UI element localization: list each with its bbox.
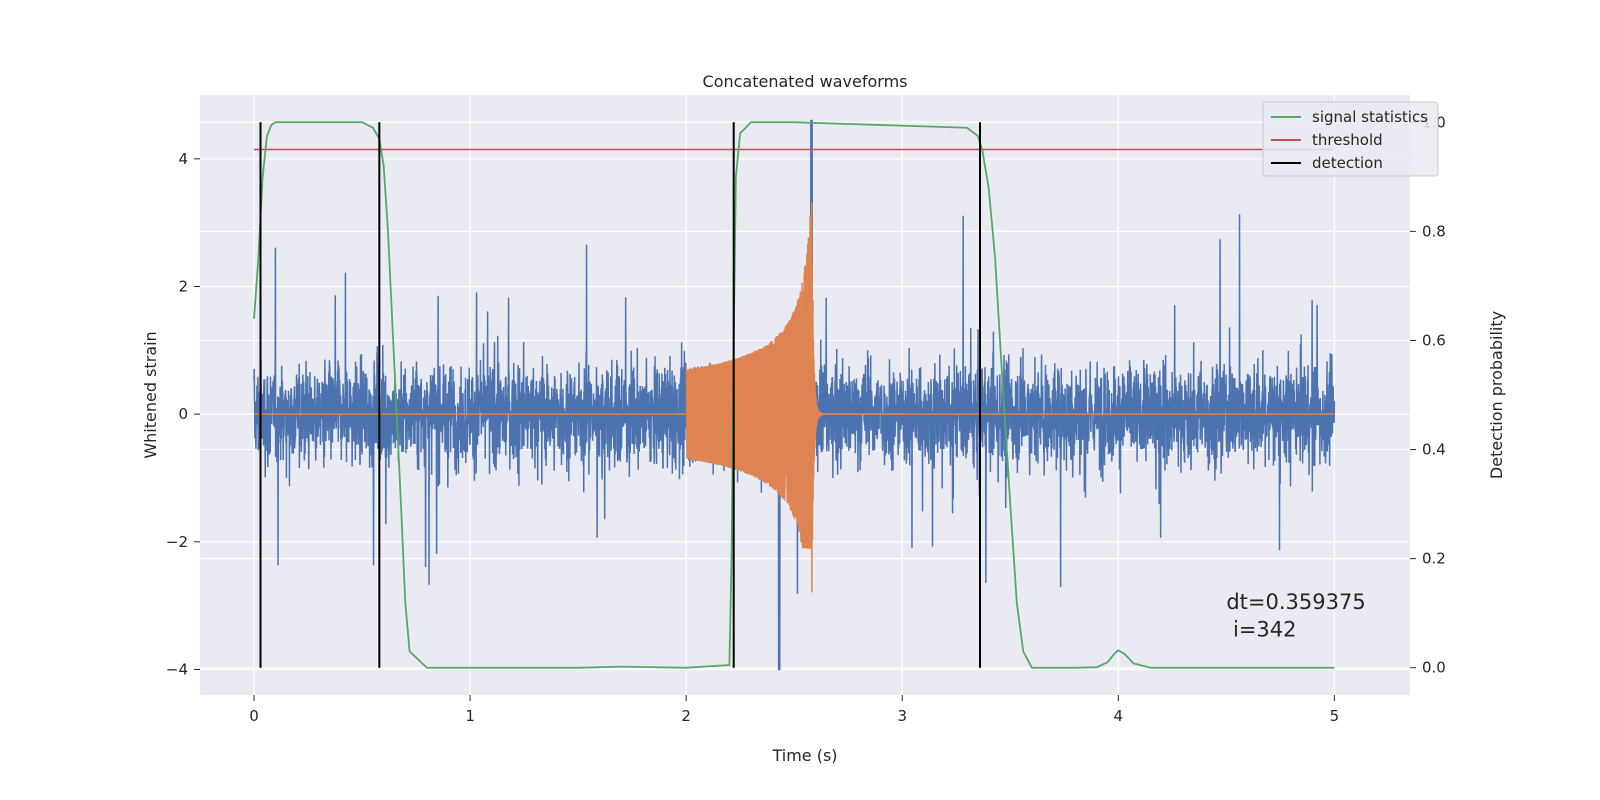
x-tick-label: 3	[897, 707, 907, 725]
y-right-tick-label: 0.2	[1422, 550, 1446, 568]
annotation-text: dt=0.359375	[1226, 590, 1365, 614]
y-axis-label: Whitened strain	[141, 331, 160, 458]
plot-data	[253, 119, 1336, 671]
y-right-tick-label: 0.4	[1422, 441, 1446, 459]
legend-label: threshold	[1312, 131, 1383, 149]
legend-box	[1262, 101, 1439, 177]
y-right-tick-label: 0.8	[1422, 222, 1446, 240]
y-tick-label: −2	[166, 533, 188, 551]
y-tick-label: 0	[178, 405, 188, 423]
x-tick-label: 1	[465, 707, 475, 725]
x-tick-label: 5	[1330, 707, 1340, 725]
y-tick-label: 2	[178, 277, 188, 295]
x-tick-label: 0	[249, 707, 259, 725]
x-tick-label: 2	[681, 707, 691, 725]
chart-title: Concatenated waveforms	[703, 72, 908, 91]
x-tick-label: 4	[1114, 707, 1124, 725]
y-right-tick-label: 0.6	[1422, 331, 1446, 349]
legend-label: detection	[1312, 154, 1383, 172]
y-tick-label: −4	[166, 660, 188, 678]
y-right-tick-label: 0.0	[1422, 659, 1446, 677]
signal-statistics-line	[253, 121, 1335, 669]
y-tick-label: 4	[178, 150, 188, 168]
annotations: dt=0.359375 i=342	[1226, 590, 1365, 641]
annotation-text: i=342	[1226, 617, 1296, 641]
legend: signal statistics threshold detection	[1262, 101, 1439, 177]
y-axis-right-label: Detection probability	[1487, 311, 1506, 479]
legend-label: signal statistics	[1312, 108, 1428, 126]
x-axis-label: Time (s)	[771, 746, 837, 765]
